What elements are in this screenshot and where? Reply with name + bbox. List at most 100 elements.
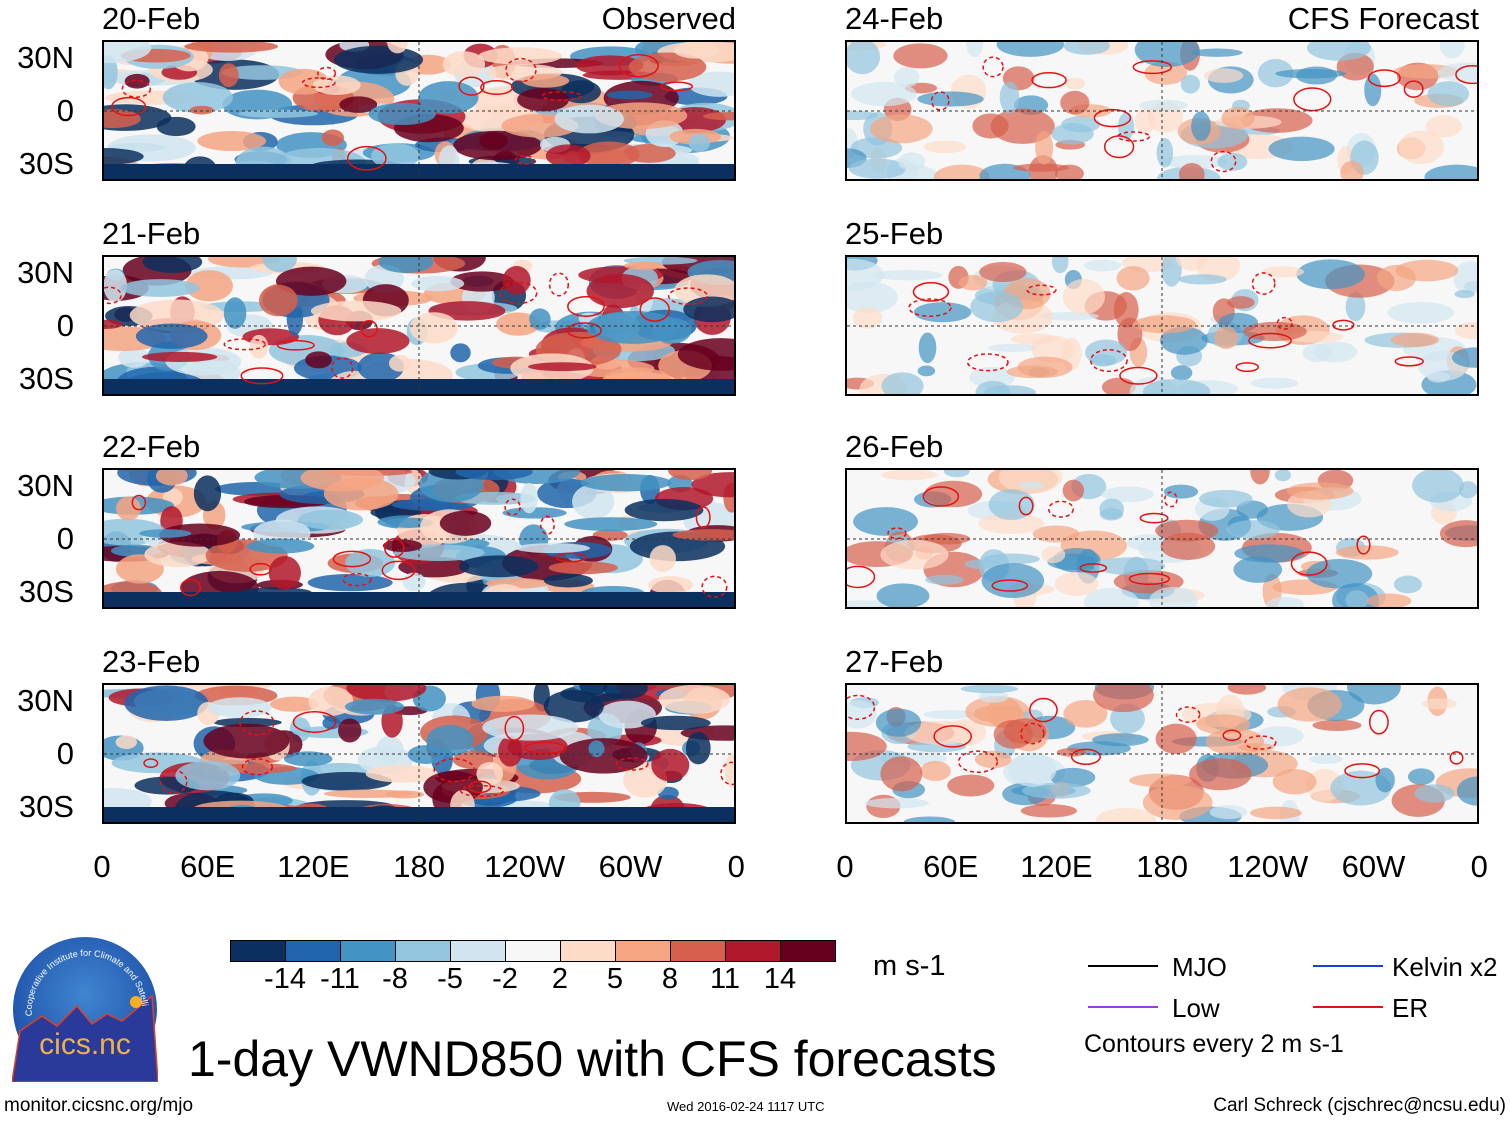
wind-anomaly-cell xyxy=(185,270,233,302)
wind-anomaly-cell xyxy=(528,362,597,372)
wind-anomaly-cell xyxy=(1424,164,1477,179)
wind-anomaly-cell xyxy=(249,334,269,359)
wind-anomaly-cell xyxy=(1250,377,1299,389)
wind-anomaly-cell xyxy=(458,555,539,578)
colorbar-tick-label: -8 xyxy=(382,963,408,995)
er-contour xyxy=(381,560,416,581)
wind-anomaly-cell xyxy=(658,685,731,714)
er-contour xyxy=(1128,572,1171,586)
y-tick-label: 30S xyxy=(18,146,74,181)
footer-url[interactable]: monitor.cicsnc.org/mjo xyxy=(4,1095,194,1116)
wind-anomaly-cell xyxy=(402,572,426,592)
y-tick-label: 30N xyxy=(17,468,74,503)
er-contour xyxy=(240,367,284,385)
colorbar-tick-label: 8 xyxy=(661,963,679,995)
wind-anomaly-cell xyxy=(978,690,1009,703)
panel-source-label: Observed xyxy=(601,1,736,36)
colorbar-swatch xyxy=(341,941,396,961)
wind-anomaly-cell xyxy=(1018,481,1045,490)
wind-anomaly-cell xyxy=(1451,347,1477,368)
er-contour xyxy=(1449,751,1464,765)
wind-anomaly-cell xyxy=(1032,525,1080,543)
colorbar-swatch xyxy=(231,941,286,961)
legend-er-label: ER xyxy=(1392,993,1429,1023)
wind-anomaly-cell xyxy=(1226,520,1280,539)
wind-anomaly-cell xyxy=(554,104,624,134)
wind-anomaly-cell xyxy=(1414,784,1455,803)
wind-anomaly-cell xyxy=(1313,341,1358,363)
wind-anomaly-cell xyxy=(1160,326,1208,355)
colorbar-tick-label: 5 xyxy=(606,963,624,995)
er-contour xyxy=(1356,535,1371,555)
wind-anomaly-cell xyxy=(521,74,570,88)
wind-anomaly-cell xyxy=(1427,371,1450,383)
footer-timestamp: Wed 2016-02-24 1117 UTC xyxy=(667,1099,825,1114)
colorbar-swatch xyxy=(506,941,561,961)
er-contour xyxy=(331,357,354,379)
wind-anomaly-cell xyxy=(894,67,920,88)
er-contour xyxy=(468,780,492,794)
wind-anomaly-cell xyxy=(323,789,413,799)
er-contour xyxy=(567,295,605,317)
wind-anomaly-cell xyxy=(238,109,318,118)
wind-anomaly-cell xyxy=(1345,292,1366,322)
wind-anomaly-cell xyxy=(450,271,514,292)
wind-anomaly-cell xyxy=(307,574,393,592)
wind-anomaly-cell xyxy=(543,689,604,723)
wind-anomaly-cell xyxy=(124,73,150,89)
wind-anomaly-cell xyxy=(623,261,664,270)
wind-anomaly-cell xyxy=(300,470,385,492)
er-contour xyxy=(1344,763,1381,779)
wind-anomaly-cell xyxy=(517,87,569,112)
wind-anomaly-cell xyxy=(104,54,118,90)
wind-anomaly-cell xyxy=(426,724,474,757)
panel-date-title: 24-Feb xyxy=(845,1,944,36)
wind-anomaly-cell xyxy=(159,523,241,547)
x-tick-label: 60W xyxy=(1341,849,1406,884)
wind-anomaly-cell xyxy=(869,114,933,144)
x-tick-label: 60E xyxy=(923,849,979,884)
colorbar-tick-label: 2 xyxy=(551,963,569,995)
wind-anomaly-cell xyxy=(1178,162,1205,179)
wind-anomaly-cell xyxy=(651,748,690,782)
wind-anomaly-cell xyxy=(880,470,938,481)
wind-anomaly-cell xyxy=(982,553,1040,565)
wind-anomaly-cell xyxy=(1275,69,1347,79)
panel-date-title: 26-Feb xyxy=(845,429,944,464)
wind-anomaly-cell xyxy=(564,517,658,532)
wind-anomaly-cell xyxy=(1196,714,1251,735)
wind-anomaly-cell xyxy=(1156,138,1174,168)
er-contour xyxy=(504,498,521,516)
colorbar-tick-label: -14 xyxy=(264,963,306,995)
wind-anomaly-cell xyxy=(382,539,423,552)
er-contour xyxy=(701,575,728,598)
wind-anomaly-cell xyxy=(378,257,434,274)
colorbar-swatch xyxy=(451,941,506,961)
footer-credit: Carl Schreck (cjschrec@ncsu.edu) xyxy=(1213,1095,1506,1116)
er-contour xyxy=(1139,512,1169,524)
colorbar-swatch xyxy=(671,941,726,961)
wind-anomaly-cell xyxy=(1191,48,1243,57)
wind-anomaly-cell xyxy=(972,113,1009,139)
legend-kelvin-line xyxy=(1313,965,1383,967)
x-tick-label: 60E xyxy=(180,849,236,884)
wind-anomaly-cell xyxy=(920,761,951,782)
er-contour xyxy=(548,272,570,297)
wind-anomaly-cell xyxy=(418,81,479,114)
wind-anomaly-cell xyxy=(881,372,924,394)
wind-anomaly-cell xyxy=(115,735,138,750)
wind-anomaly-cell xyxy=(1234,544,1305,563)
wind-anomaly-cell xyxy=(923,710,976,720)
wind-anomaly-cell xyxy=(455,470,533,481)
wind-anomaly-cell xyxy=(1180,74,1201,94)
wind-anomaly-cell xyxy=(628,52,707,82)
wind-anomaly-cell xyxy=(1013,163,1069,172)
wind-anomaly-cell xyxy=(1437,62,1477,83)
map-panel xyxy=(845,40,1479,181)
wind-anomaly-cell xyxy=(218,63,239,88)
panel-date-title: 27-Feb xyxy=(845,644,944,679)
wind-anomaly-cell xyxy=(1277,687,1342,722)
wind-anomaly-cell xyxy=(1178,274,1227,285)
er-contour xyxy=(249,562,272,576)
panel-date-title: 21-Feb xyxy=(102,216,201,251)
